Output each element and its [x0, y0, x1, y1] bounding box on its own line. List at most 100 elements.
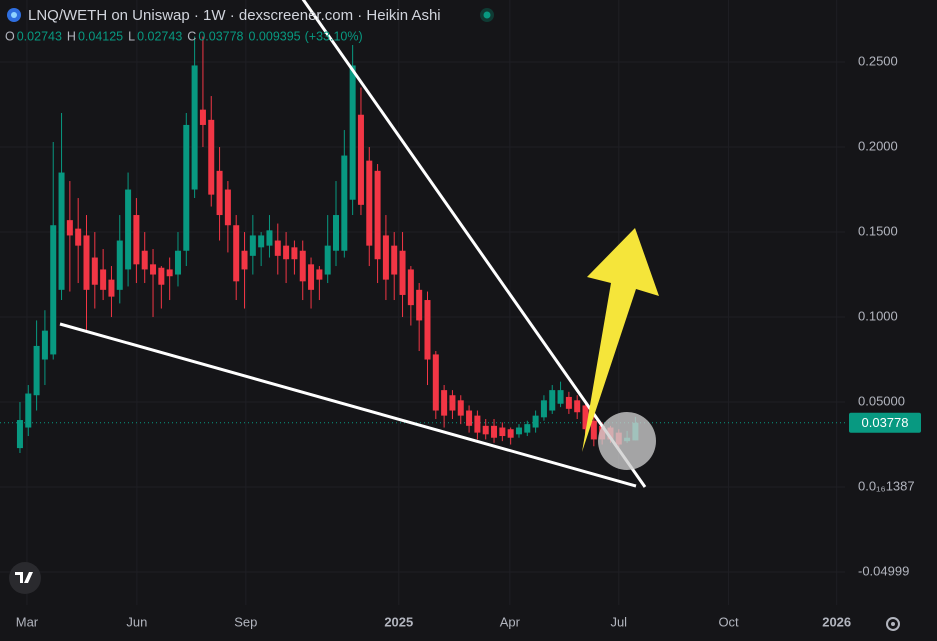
candle-body	[366, 160, 373, 246]
candle-body	[357, 114, 364, 205]
tv-logo-bg	[9, 562, 41, 594]
ohlc-value: 0.02743	[17, 29, 62, 43]
candle-body	[133, 215, 140, 265]
candle-body	[283, 245, 290, 260]
candle-body	[125, 189, 132, 270]
candle-body	[582, 405, 589, 430]
candle-body	[158, 267, 165, 285]
candle-body	[474, 415, 481, 433]
candle-body	[141, 250, 148, 270]
candle-body	[491, 425, 498, 438]
y-tick-label: 0.0₁₆1387	[858, 478, 915, 493]
candle-body	[224, 189, 231, 226]
candle-body	[150, 264, 157, 275]
candle-body	[341, 155, 348, 251]
candle-body	[266, 230, 273, 246]
x-tick-label: Apr	[500, 614, 521, 629]
settings-icon[interactable]	[886, 617, 900, 631]
candle-body	[58, 172, 65, 290]
candle-body	[33, 345, 40, 396]
ohlc-key: H	[67, 29, 76, 43]
resistance-line	[301, 0, 647, 488]
candle-body	[25, 393, 32, 428]
candle-body	[166, 269, 173, 277]
candle-body	[91, 257, 98, 285]
candle-body	[199, 109, 206, 125]
candle-body	[66, 220, 73, 236]
candles	[16, 36, 639, 454]
ohlc-value: 0.03778	[198, 29, 243, 43]
x-tick-label: Jul	[610, 614, 627, 629]
candle-body	[399, 250, 406, 295]
up-arrow	[582, 228, 659, 452]
candle-body	[316, 269, 323, 280]
candle-body	[324, 245, 331, 275]
ohlc-key: O	[5, 29, 15, 43]
candle-body	[457, 400, 464, 416]
candle-body	[499, 427, 506, 437]
ohlc-key: C	[187, 29, 196, 43]
y-tick-label: 0.1500	[858, 223, 898, 238]
candle-body	[100, 269, 107, 290]
ohlc-legend: O 0.02743 H 0.04125 L 0.02743 C 0.03778 0.009395…	[5, 29, 363, 43]
status-dot	[483, 11, 491, 19]
tv-logo	[9, 562, 41, 594]
candle-body	[241, 250, 248, 270]
candle-body	[174, 250, 181, 275]
candle-body	[507, 429, 514, 438]
candle-body	[565, 396, 572, 409]
candle-body	[441, 390, 448, 416]
axes: 0.2500 0.2000 0.1500 0.1000 0.05000 0.0₁₆1387…	[16, 53, 921, 629]
candle-body	[416, 289, 423, 321]
candle-body	[75, 228, 82, 246]
change-percent: (+33.10%)	[305, 29, 363, 43]
chart-title: LNQ/WETH on Uniswap · 1W · dexscreener.c…	[28, 7, 441, 24]
candle-body	[116, 240, 123, 290]
candle-body	[540, 400, 547, 418]
x-tick-label: Sep	[234, 614, 257, 629]
candle-body	[524, 424, 531, 433]
candle-body	[374, 170, 381, 260]
y-tick-label: 0.2000	[858, 138, 898, 153]
candle-body	[557, 390, 564, 404]
candle-body	[41, 330, 48, 360]
tv-logo-mark	[15, 572, 33, 583]
support-line	[59, 322, 637, 488]
candle-body	[590, 420, 597, 440]
candle-body	[108, 279, 115, 297]
ohlc-key: L	[128, 29, 135, 43]
y-tick-label: -0.04999	[858, 563, 909, 578]
x-tick-label: Oct	[718, 614, 739, 629]
token-icon-inner	[11, 12, 17, 18]
candle-body	[249, 235, 256, 256]
candle-body	[382, 235, 389, 280]
x-tick-label: 2026	[822, 614, 851, 629]
candle-body	[308, 264, 315, 290]
candle-body	[407, 269, 414, 306]
grid	[0, 0, 845, 605]
ohlc-value: 0.04125	[78, 29, 123, 43]
candle-body	[291, 247, 298, 260]
candle-body	[391, 245, 398, 275]
candle-body	[432, 354, 439, 411]
candle-body	[532, 415, 539, 428]
y-tick-label: 0.1000	[858, 308, 898, 323]
candle-body	[349, 65, 356, 200]
y-tick-label: 0.05000	[858, 393, 905, 408]
settings-gear[interactable]	[886, 617, 900, 631]
last-price-badge	[849, 412, 921, 433]
candle-body	[233, 225, 240, 282]
candle-body	[574, 400, 581, 413]
y-tick-label: 0.2500	[858, 53, 898, 68]
ohlc-value: 0.02743	[137, 29, 182, 43]
candle-body	[333, 215, 340, 251]
candle-body	[424, 300, 431, 360]
x-tick-label: Jun	[126, 614, 147, 629]
candle-body	[50, 225, 57, 355]
candle-body	[183, 124, 190, 251]
x-tick-label: 2025	[384, 614, 413, 629]
settings-gear-hub[interactable]	[891, 622, 895, 626]
candle-body	[16, 420, 23, 449]
candle-body	[449, 395, 456, 411]
